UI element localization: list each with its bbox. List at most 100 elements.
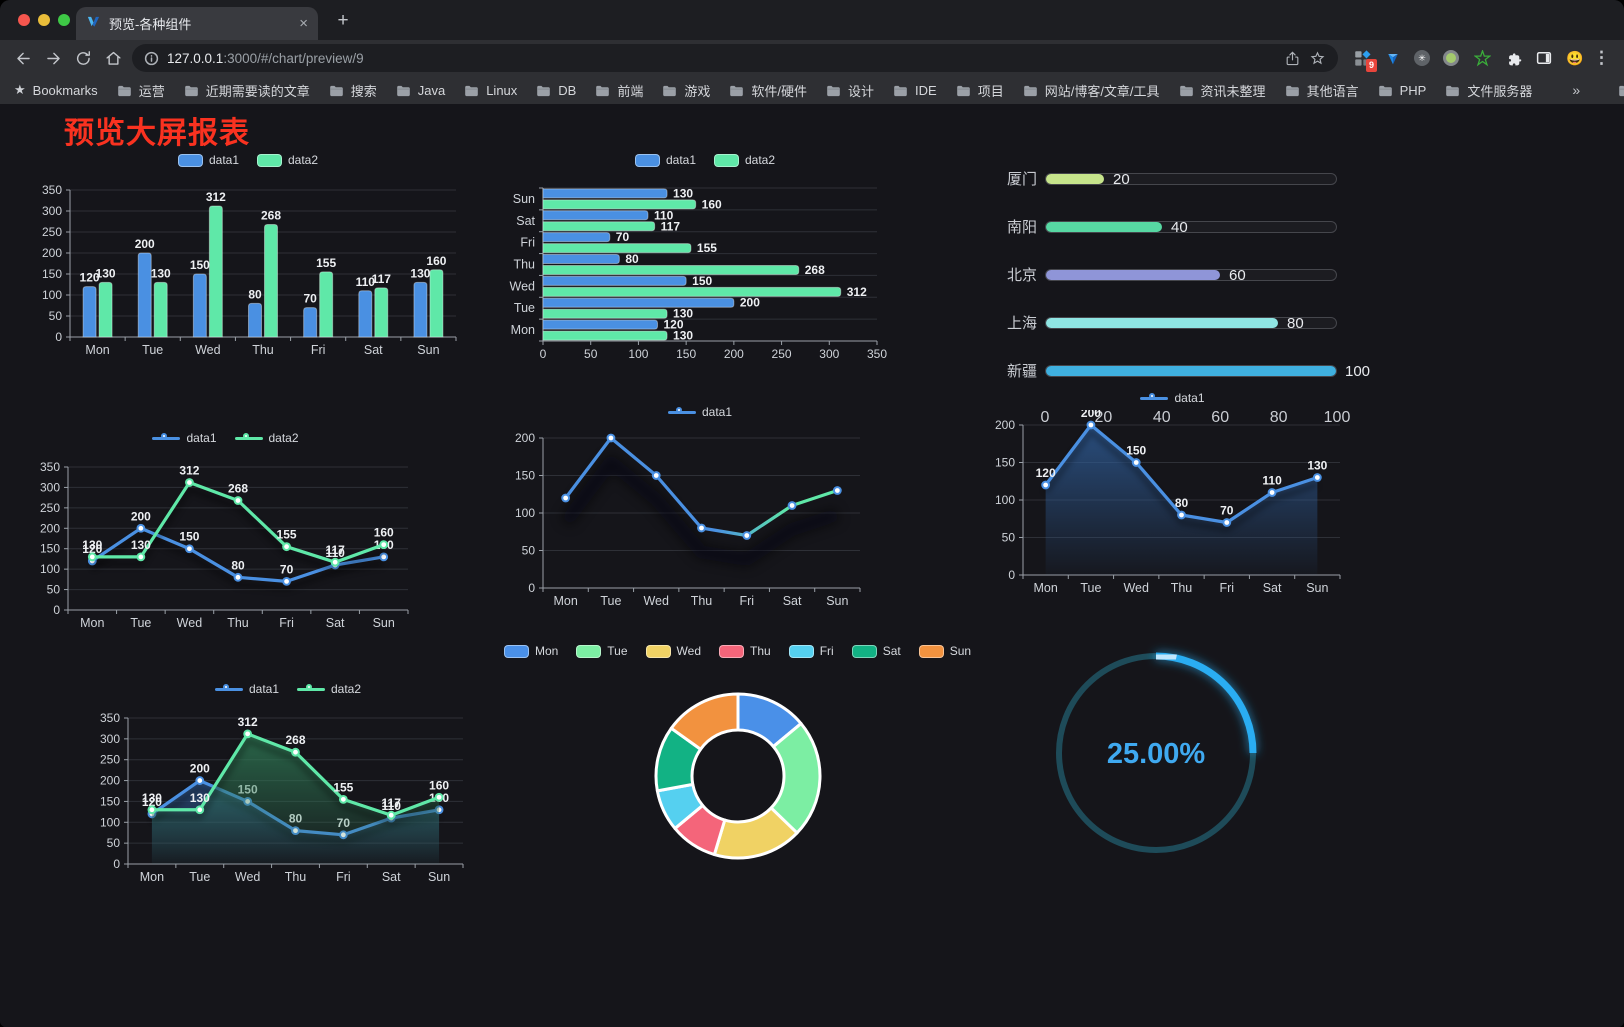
folder-icon — [536, 84, 551, 97]
legend-item-Sun[interactable]: Sun — [918, 644, 971, 658]
bookmark-folder[interactable]: 近期需要读的文章 — [184, 81, 310, 100]
emoji-extension-icon[interactable]: 😃 — [1566, 50, 1584, 66]
bookmark-folder[interactable]: 项目 — [956, 81, 1004, 100]
legend-item-data1[interactable]: data1 — [177, 153, 239, 167]
svg-text:Sat: Sat — [364, 343, 383, 357]
reload-button[interactable] — [68, 43, 98, 73]
horizontal-bar-chart[interactable]: data1 data2 0 50 100 150 200 250 300 350 Mon 120 130… — [505, 152, 905, 377]
svg-text:Thu: Thu — [285, 870, 307, 884]
bookmarks-manager[interactable]: ★ Bookmarks — [14, 82, 98, 98]
legend-item-Mon[interactable]: Mon — [503, 644, 558, 658]
progress-fill — [1046, 269, 1220, 280]
legend-item-data1[interactable]: data1 — [214, 682, 279, 696]
legend-item-data1[interactable]: data1 — [1140, 391, 1205, 405]
two-series-line-chart[interactable]: data1 data2 0 50 100 150 200 250 300 350 Mon Tue Wed… — [28, 430, 423, 640]
bookmark-folder[interactable]: 运营 — [117, 81, 165, 100]
extension-gem-icon[interactable] — [1383, 48, 1403, 68]
svg-text:0: 0 — [528, 581, 535, 595]
gauge-chart[interactable]: 25.00% — [1036, 635, 1276, 875]
svg-text:Sat: Sat — [783, 594, 802, 608]
extension-grid-icon[interactable]: 9 — [1352, 48, 1377, 72]
svg-text:100: 100 — [628, 347, 648, 361]
bookmarks-overflow-chevron[interactable]: » — [1572, 82, 1581, 98]
minimize-window-button[interactable] — [38, 14, 50, 26]
bookmark-folder[interactable]: IDE — [893, 81, 937, 100]
svg-text:130: 130 — [673, 186, 693, 200]
folder-icon — [893, 84, 908, 97]
bookmark-folder[interactable]: 文件服务器 — [1445, 81, 1532, 100]
browser-menu-button[interactable]: ⋮ — [1593, 48, 1610, 67]
progress-bar-chart[interactable]: 厦门 20 南阳 40 北京 60 上海 80 新疆 100 0 20 40 60 80 100 — [993, 160, 1370, 429]
other-bookmarks-folder[interactable]: 其他书签 — [1618, 81, 1624, 100]
legend-item-Sat[interactable]: Sat — [851, 644, 901, 658]
gradient-line-chart[interactable]: data1 0 50 100 150 200 Mon Tue Wed Thu Fri Sat Sun — [505, 404, 895, 614]
site-info-icon[interactable] — [144, 51, 159, 66]
chart-legend: data1 data2 — [214, 681, 361, 697]
bookmark-folder[interactable]: 搜索 — [329, 81, 377, 100]
extension-asterisk-icon[interactable]: ✳ — [1414, 50, 1430, 66]
legend-line-marker — [234, 432, 263, 444]
donut-chart[interactable]: Mon Tue Wed Thu Fri Sat Sun — [503, 643, 971, 881]
svg-text:Tue: Tue — [1080, 581, 1101, 595]
legend-item-Thu[interactable]: Thu — [719, 644, 771, 658]
new-tab-button[interactable]: + — [337, 10, 349, 31]
legend-item-Tue[interactable]: Tue — [576, 644, 628, 658]
donut-canvas — [654, 692, 821, 860]
legend-item-data1[interactable]: data1 — [152, 431, 217, 445]
bookmark-folder[interactable]: 设计 — [826, 81, 874, 100]
browser-tab[interactable]: 预览-各种组件 × — [76, 7, 318, 40]
zoom-window-button[interactable] — [58, 14, 70, 26]
bookmark-folder-list: 运营 近期需要读的文章 搜索 Java Linux DB 前端 游戏 软件/硬件 设计 IDE 项目网… — [117, 81, 1532, 100]
svg-text:0: 0 — [53, 603, 60, 617]
bookmark-folder[interactable]: 资讯未整理 — [1179, 81, 1266, 100]
progress-value: 60 — [1229, 266, 1246, 284]
legend-item-Fri[interactable]: Fri — [788, 644, 834, 658]
svg-text:100: 100 — [40, 562, 60, 576]
back-button[interactable] — [8, 43, 38, 73]
progress-label: 南阳 — [1006, 219, 1037, 236]
svg-text:160: 160 — [426, 254, 446, 268]
side-panel-icon[interactable] — [1534, 48, 1554, 68]
svg-text:200: 200 — [740, 296, 760, 310]
bookmark-folder[interactable]: 前端 — [595, 81, 643, 100]
home-button[interactable] — [98, 43, 128, 73]
bookmark-folder[interactable]: PHP — [1378, 81, 1426, 100]
two-series-area-chart[interactable]: data1 data2 0 50 100 150 200 250 300 350 Mon Tue Wed… — [88, 681, 488, 896]
svg-text:Fri: Fri — [520, 236, 535, 250]
area-line-chart[interactable]: data1 0 50 100 150 200 Mon Tue Wed Thu Fri Sat Sun 12… — [985, 390, 1360, 605]
close-window-button[interactable] — [18, 14, 30, 26]
legend-item-data2[interactable]: data2 — [257, 153, 318, 167]
bookmark-folder[interactable]: 软件/硬件 — [729, 81, 807, 100]
legend-item-data2[interactable]: data2 — [714, 153, 775, 167]
tab-close-icon[interactable]: × — [299, 15, 308, 32]
svg-text:80: 80 — [248, 287, 262, 301]
bookmark-folder[interactable]: Java — [396, 81, 445, 100]
svg-text:Wed: Wed — [195, 343, 221, 357]
svg-text:50: 50 — [49, 309, 63, 323]
extension-star-icon[interactable] — [1472, 48, 1492, 68]
legend-item-data2[interactable]: data2 — [297, 682, 361, 696]
legend-item-data1[interactable]: data1 — [667, 405, 732, 419]
bookmark-folder[interactable]: 其他语言 — [1285, 81, 1359, 100]
bookmark-folder[interactable]: 游戏 — [662, 81, 710, 100]
address-bar[interactable]: 127.0.0.1:3000/#/chart/preview/9 — [132, 44, 1338, 72]
legend-item-data2[interactable]: data2 — [234, 431, 299, 445]
grouped-bar-chart[interactable]: data1 data2 0 50 100 150 200 250 300 350 Mon Tue Wed… — [28, 152, 468, 372]
url-text[interactable]: 127.0.0.1:3000/#/chart/preview/9 — [167, 51, 1276, 66]
bookmark-folder[interactable]: 网站/博客/文章/工具 — [1023, 81, 1160, 100]
svg-text:150: 150 — [40, 542, 60, 556]
extension-dot-icon[interactable] — [1441, 48, 1461, 68]
svg-text:70: 70 — [280, 562, 294, 576]
bookmark-star-icon[interactable] — [1309, 50, 1326, 67]
bookmark-folder[interactable]: Linux — [464, 81, 517, 100]
legend-swatch — [634, 153, 660, 167]
legend-item-data1[interactable]: data1 — [634, 153, 696, 167]
forward-button[interactable] — [38, 43, 68, 73]
extensions-puzzle-icon[interactable] — [1503, 48, 1523, 68]
bookmark-folder[interactable]: DB — [536, 81, 576, 100]
tab-title: 预览-各种组件 — [109, 17, 192, 32]
share-icon[interactable] — [1284, 50, 1301, 67]
line-chart-canvas: 0 50 100 150 200 Mon Tue Wed Thu Fri Sat Sun 120 200 1… — [995, 410, 1341, 595]
legend-item-Wed[interactable]: Wed — [645, 644, 701, 658]
progress-track: 20 — [1045, 171, 1337, 188]
